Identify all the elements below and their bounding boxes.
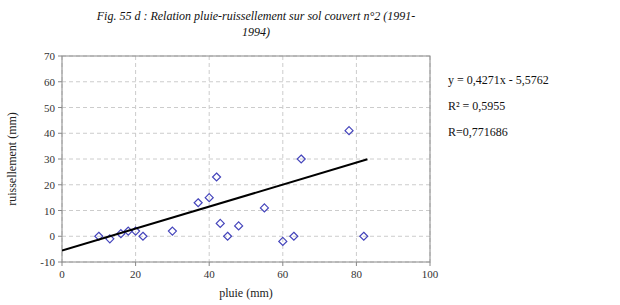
tick-y bbox=[58, 56, 62, 57]
annotation: R² = 0,5955 bbox=[448, 99, 505, 113]
tick-y bbox=[58, 133, 62, 134]
tick-label-y: 0 bbox=[50, 230, 56, 242]
tick-y bbox=[58, 210, 62, 211]
scatter-point bbox=[168, 227, 176, 235]
scatter-point bbox=[224, 232, 232, 240]
plot-frame bbox=[62, 56, 430, 262]
tick-label-x: 80 bbox=[351, 268, 363, 280]
trend-line bbox=[62, 159, 367, 250]
tick-label-y: 50 bbox=[44, 102, 56, 114]
x-axis-label: pluie (mm) bbox=[219, 286, 273, 300]
subtitle: 1994) bbox=[242, 25, 270, 39]
scatter-point bbox=[216, 219, 224, 227]
tick-label-y: -10 bbox=[40, 256, 55, 268]
tick-label-x: 100 bbox=[422, 268, 439, 280]
grid-line-y bbox=[62, 236, 430, 237]
tick-label-y: 70 bbox=[44, 50, 56, 62]
tick-y bbox=[58, 262, 62, 263]
scatter-point bbox=[345, 127, 353, 135]
tick-x bbox=[356, 262, 357, 266]
grid-line-y bbox=[62, 133, 430, 134]
tick-y bbox=[58, 236, 62, 237]
data bbox=[62, 127, 368, 251]
tick-label-x: 40 bbox=[204, 268, 216, 280]
scatter-point bbox=[205, 194, 213, 202]
grid-line-y bbox=[62, 184, 430, 185]
scatter-point bbox=[290, 232, 298, 240]
tick-label-y: 40 bbox=[44, 127, 56, 139]
tick-label-x: 20 bbox=[130, 268, 142, 280]
tick-x bbox=[209, 262, 210, 266]
title: Fig. 55 d : Relation pluie-ruissellement… bbox=[96, 9, 415, 23]
tick-label-y: 30 bbox=[44, 153, 56, 165]
grid-line-y bbox=[62, 159, 430, 160]
scatter-point bbox=[213, 173, 221, 181]
tick-y bbox=[58, 159, 62, 160]
grid-line-y bbox=[62, 210, 430, 211]
tick-y bbox=[58, 107, 62, 108]
scatter-point bbox=[235, 222, 243, 230]
scatter-point bbox=[279, 237, 287, 245]
scatter-point bbox=[360, 232, 368, 240]
tick-y bbox=[58, 81, 62, 82]
tick-x bbox=[62, 262, 63, 266]
grid-line-y bbox=[62, 107, 430, 108]
chart: 0 20 40 60 80 100 -10 0 10 20 30 40 50 60 70 pluie (mm)… bbox=[0, 0, 620, 305]
tick-x bbox=[430, 262, 431, 266]
y-axis-label: ruissellement (mm) bbox=[5, 112, 19, 206]
scatter-point bbox=[297, 155, 305, 163]
tick-label-y: 10 bbox=[44, 205, 56, 217]
tick-label-y: 20 bbox=[44, 179, 56, 191]
scatter-point bbox=[194, 199, 202, 207]
grid bbox=[62, 56, 430, 262]
grid-line-y bbox=[62, 81, 430, 82]
scatter-point bbox=[260, 204, 268, 212]
annotation: R=0,771686 bbox=[448, 125, 508, 139]
tick-x bbox=[135, 262, 136, 266]
tick-y bbox=[58, 184, 62, 185]
tick-label-x: 0 bbox=[59, 268, 65, 280]
annotation: y = 0,4271x - 5,5762 bbox=[448, 73, 549, 87]
tick-x bbox=[282, 262, 283, 266]
tick-label-x: 60 bbox=[277, 268, 289, 280]
axes: 0 20 40 60 80 100 -10 0 10 20 30 40 50 60 70 bbox=[40, 50, 438, 280]
tick-label-y: 60 bbox=[44, 76, 56, 88]
scatter-point bbox=[139, 232, 147, 240]
